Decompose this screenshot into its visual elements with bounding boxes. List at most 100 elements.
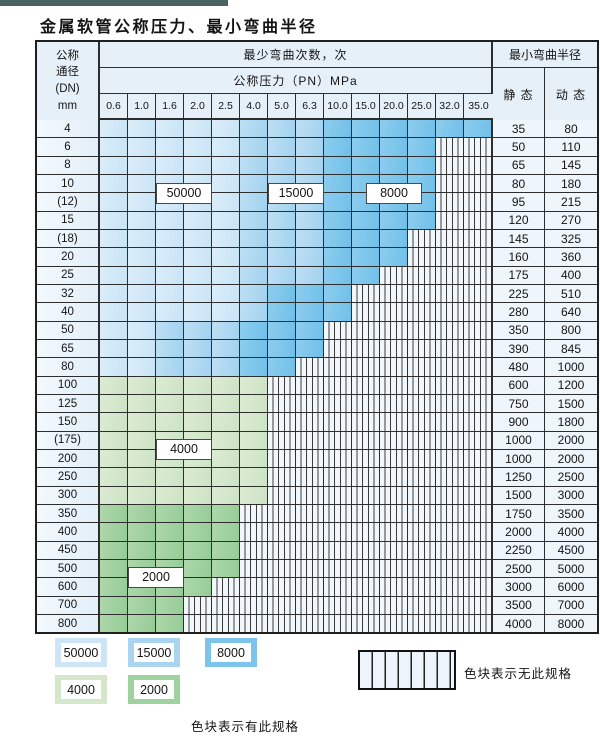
spec-cell — [184, 596, 212, 614]
static-radius-value: 175 — [493, 266, 545, 284]
spec-cell — [408, 431, 436, 449]
static-radius-value: 145 — [493, 229, 545, 248]
dynamic-radius-value: 7000 — [545, 596, 597, 614]
spec-cell — [380, 431, 408, 449]
dynamic-radius-value: 1200 — [545, 376, 597, 394]
spec-cell — [240, 504, 268, 523]
spec-cell — [212, 248, 240, 266]
spec-cell — [184, 413, 212, 431]
spec-cell — [184, 321, 212, 339]
spec-cell — [380, 394, 408, 413]
spec-cell — [296, 523, 324, 541]
spec-cell — [240, 578, 268, 596]
spec-cell — [184, 468, 212, 486]
dn-label: 15 — [37, 211, 100, 229]
spec-cell — [464, 193, 493, 211]
spec-cell — [156, 614, 184, 633]
legend-swatch-2000: 2000 — [128, 675, 180, 704]
spec-cell — [436, 449, 464, 468]
spec-cell — [436, 284, 464, 303]
spec-cell — [464, 578, 493, 596]
spec-cell — [240, 174, 268, 193]
spec-cell — [184, 541, 212, 559]
table-row: 50 350 800 — [37, 321, 597, 340]
spec-cell — [408, 578, 436, 596]
spec-cell — [212, 303, 240, 321]
spec-cell — [156, 229, 184, 248]
spec-cell — [380, 321, 408, 339]
spec-cell — [352, 541, 380, 559]
spec-cell — [380, 266, 408, 284]
dynamic-radius-value: 845 — [545, 339, 597, 358]
spec-cell — [380, 303, 408, 321]
spec-cell — [296, 431, 324, 449]
table-row: (175) 1000 2000 — [37, 431, 597, 450]
spec-cell — [268, 431, 296, 449]
pressure-col-header: 1.6 — [156, 94, 184, 118]
table-row: 32 225 510 — [37, 284, 597, 304]
spec-cell — [212, 523, 240, 541]
spec-cell — [156, 120, 184, 138]
spec-cell — [324, 193, 352, 211]
spec-cell — [240, 596, 268, 614]
static-radius-value: 80 — [493, 174, 545, 193]
static-radius-value: 3000 — [493, 578, 545, 596]
spec-cell — [296, 596, 324, 614]
band-label-15000: 15000 — [268, 182, 324, 204]
legend: 50000 15000 8000 4000 2000 色块表示有此规格 色块表示无此规格 — [0, 637, 600, 743]
spec-cell — [324, 596, 352, 614]
spec-table: 公称 通径 (DN) mm 最少弯曲次数，次 最小弯曲半径 公称压力（PN）MP… — [35, 40, 599, 634]
header-static: 静 态 — [493, 68, 545, 120]
spec-cell — [380, 486, 408, 504]
legend-stripe-swatch — [358, 650, 456, 690]
spec-cell — [464, 559, 493, 578]
spec-cell — [240, 193, 268, 211]
dynamic-radius-value: 6000 — [545, 578, 597, 596]
header-min-radius: 最小弯曲半径 — [493, 42, 597, 68]
spec-cell — [324, 376, 352, 394]
spec-cell — [408, 504, 436, 523]
header-dn-line4: mm — [57, 99, 78, 112]
spec-cell — [324, 174, 352, 193]
dn-label: 100 — [37, 376, 100, 394]
spec-cell — [324, 321, 352, 339]
spec-cell — [436, 614, 464, 633]
spec-cell — [128, 449, 156, 468]
spec-cell — [464, 284, 493, 303]
header-dynamic: 动 态 — [545, 68, 597, 120]
spec-cell — [128, 468, 156, 486]
spec-cell — [268, 229, 296, 248]
spec-cell — [408, 596, 436, 614]
table-row: 20 160 360 — [37, 248, 597, 267]
spec-cell — [408, 266, 436, 284]
spec-cell — [436, 394, 464, 413]
dn-label: 32 — [37, 284, 100, 303]
spec-cell — [212, 413, 240, 431]
spec-cell — [156, 321, 184, 339]
spec-cell — [240, 541, 268, 559]
spec-cell — [184, 486, 212, 504]
spec-cell — [436, 303, 464, 321]
spec-cell — [352, 376, 380, 394]
spec-cell — [100, 614, 128, 633]
table-row: 300 1500 3000 — [37, 486, 597, 505]
spec-cell — [380, 120, 408, 138]
spec-cell — [212, 376, 240, 394]
spec-cell — [128, 541, 156, 559]
spec-cell — [128, 321, 156, 339]
dn-label: 400 — [37, 523, 100, 541]
table-row: 600 3000 6000 — [37, 578, 597, 597]
dn-label: 200 — [37, 449, 100, 468]
table-row: 350 1750 3500 — [37, 504, 597, 524]
spec-cell — [240, 413, 268, 431]
legend-unavailable-label: 色块表示无此规格 — [464, 667, 573, 681]
spec-cell — [380, 229, 408, 248]
spec-cell — [128, 174, 156, 193]
spec-cell — [436, 413, 464, 431]
spec-cell — [100, 321, 128, 339]
spec-cell — [156, 394, 184, 413]
spec-cell — [184, 376, 212, 394]
spec-cell — [436, 211, 464, 229]
spec-cell — [408, 248, 436, 266]
